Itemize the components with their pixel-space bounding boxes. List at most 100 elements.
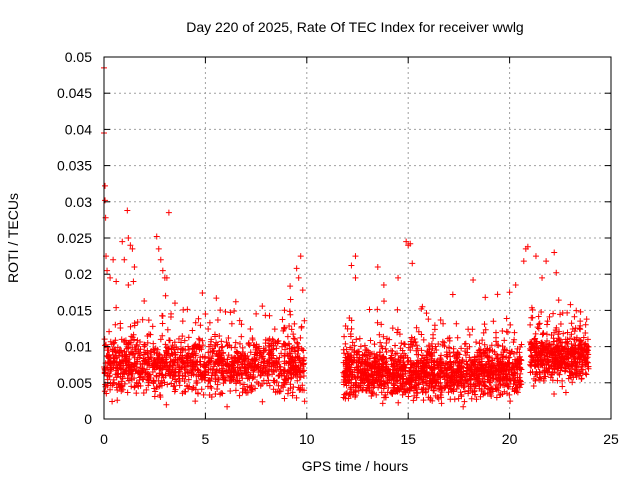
data-point [407, 240, 414, 247]
data-point [276, 372, 283, 379]
data-point [413, 389, 420, 396]
data-point [125, 377, 132, 384]
data-point [429, 345, 436, 352]
data-point [107, 386, 114, 393]
data-point [354, 374, 361, 381]
data-point [409, 260, 416, 267]
data-point [373, 351, 380, 358]
data-point [413, 324, 420, 331]
data-point [106, 351, 113, 358]
data-point [562, 350, 569, 357]
data-point [113, 278, 120, 285]
data-point [251, 374, 258, 381]
data-point [572, 360, 579, 367]
data-point [399, 378, 406, 385]
data-point [149, 323, 156, 330]
data-point [518, 341, 525, 348]
data-point [490, 318, 497, 325]
data-point [557, 311, 564, 318]
data-point [344, 389, 351, 396]
data-point [196, 346, 203, 353]
data-point [205, 377, 212, 384]
data-point [131, 383, 138, 390]
data-point [390, 374, 397, 381]
data-point [278, 350, 285, 357]
data-point [499, 343, 506, 350]
data-point [504, 329, 511, 336]
data-point [148, 348, 155, 355]
data-point [222, 308, 229, 315]
data-point [538, 361, 545, 368]
data-point [276, 388, 283, 395]
data-point [435, 366, 442, 373]
data-point [170, 383, 177, 390]
data-point [162, 371, 169, 378]
data-point [481, 321, 488, 328]
data-point [205, 349, 212, 356]
data-point [107, 358, 114, 365]
data-point [218, 362, 225, 369]
data-point [200, 391, 207, 398]
data-point [582, 370, 589, 377]
data-point [493, 394, 500, 401]
data-point [228, 371, 235, 378]
data-point [125, 282, 132, 289]
data-point [257, 372, 264, 379]
data-point [153, 364, 160, 371]
data-point [382, 359, 389, 366]
data-point [559, 377, 566, 384]
data-point [117, 325, 124, 332]
data-point [159, 320, 166, 327]
data-point [250, 368, 257, 375]
data-point [159, 267, 166, 274]
data-point [298, 323, 305, 330]
data-point [234, 350, 241, 357]
data-point [271, 379, 278, 386]
data-point [361, 351, 368, 358]
data-point [538, 309, 545, 316]
data-point [473, 396, 480, 403]
data-point [383, 340, 390, 347]
data-point [370, 358, 377, 365]
data-point [281, 353, 288, 360]
data-point [551, 390, 558, 397]
data-point [506, 289, 513, 296]
data-point [532, 330, 539, 337]
data-point [473, 364, 480, 371]
data-point [451, 381, 458, 388]
data-point [383, 335, 390, 342]
data-point [214, 317, 221, 324]
data-point [175, 370, 182, 377]
data-point [497, 366, 504, 373]
data-point [556, 336, 563, 343]
data-point [418, 347, 425, 354]
data-point [461, 388, 468, 395]
data-point [224, 403, 231, 410]
data-point [429, 366, 436, 373]
data-point [472, 356, 479, 363]
data-point [577, 338, 584, 345]
data-point [342, 395, 349, 402]
data-point [196, 336, 203, 343]
data-point [279, 316, 286, 323]
data-point [465, 387, 472, 394]
data-point [140, 389, 147, 396]
data-point [370, 384, 377, 391]
data-point [430, 335, 437, 342]
data-point [383, 348, 390, 355]
data-point [557, 359, 564, 366]
data-point [415, 351, 422, 358]
data-point [499, 327, 506, 334]
data-point [114, 397, 121, 404]
data-point [538, 349, 545, 356]
data-point [236, 392, 243, 399]
data-point [342, 390, 349, 397]
x-tick-label: 15 [400, 431, 416, 447]
data-point [192, 398, 199, 405]
data-point [568, 358, 575, 365]
data-point [347, 391, 354, 398]
data-point [524, 243, 531, 250]
data-point [464, 371, 471, 378]
data-point [191, 342, 198, 349]
